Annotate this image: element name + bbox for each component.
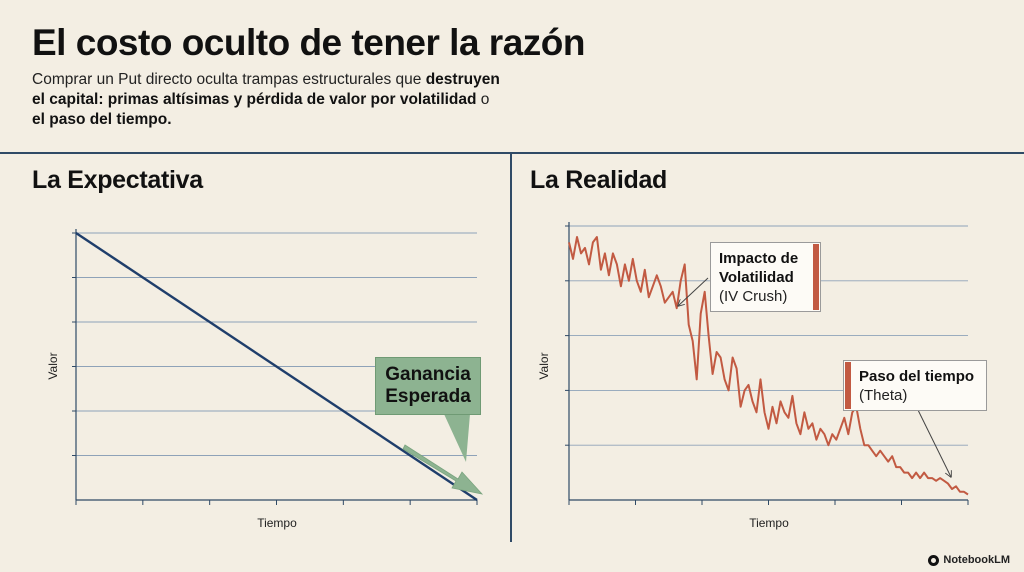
- volatility-callout-line3: (IV Crush): [719, 288, 788, 305]
- series-line: [568, 236, 969, 496]
- subtitle-bold-1: destruyen el capital: primas altísimas y…: [32, 71, 500, 108]
- right-xlabel: Tiempo: [749, 516, 789, 530]
- subtitle-text-2: o: [476, 91, 490, 108]
- right-ylabel: Valor: [537, 352, 551, 379]
- left-xlabel: Tiempo: [257, 516, 297, 530]
- series-line: [75, 232, 478, 501]
- header-divider: [0, 152, 1024, 154]
- theta-callout: Paso del tiempo (Theta): [843, 360, 987, 411]
- gain-arrow: [402, 444, 484, 495]
- reality-chart: [565, 222, 969, 505]
- theta-callout-accent: [845, 362, 851, 409]
- theta-callout-line2: (Theta): [859, 387, 908, 404]
- notebooklm-logo-icon: [928, 554, 940, 566]
- volatility-callout-accent: [813, 244, 819, 310]
- expected-gain-line2: Esperada: [385, 386, 471, 407]
- subtitle-text-1: Comprar un Put directo oculta trampas es…: [32, 71, 426, 88]
- page-subtitle: Comprar un Put directo oculta trampas es…: [32, 70, 502, 130]
- page-title: El costo oculto de tener la razón: [32, 22, 586, 63]
- volatility-callout: Impacto de Volatilidad (IV Crush): [710, 242, 821, 312]
- theta-pointer: [917, 409, 951, 477]
- brand-name: NotebookLM: [943, 554, 1010, 566]
- volatility-callout-line1: Impacto de: [719, 250, 799, 267]
- subtitle-bold-2: el paso del tiempo.: [32, 111, 172, 128]
- brand-watermark: NotebookLM: [928, 554, 1010, 566]
- reality-title: La Realidad: [530, 166, 668, 194]
- left-ylabel: Valor: [46, 352, 60, 379]
- volatility-pointer: [678, 277, 709, 306]
- expected-gain-label: Ganancia Esperada: [375, 357, 481, 415]
- expectation-title: La Expectativa: [32, 166, 203, 194]
- expected-gain-line1: Ganancia: [385, 364, 471, 385]
- gain-box-tail: [444, 414, 470, 462]
- theta-callout-line1: Paso del tiempo: [859, 368, 975, 385]
- panel-divider: [510, 153, 512, 542]
- volatility-callout-line2: Volatilidad: [719, 269, 794, 286]
- expectation-chart: [72, 229, 478, 505]
